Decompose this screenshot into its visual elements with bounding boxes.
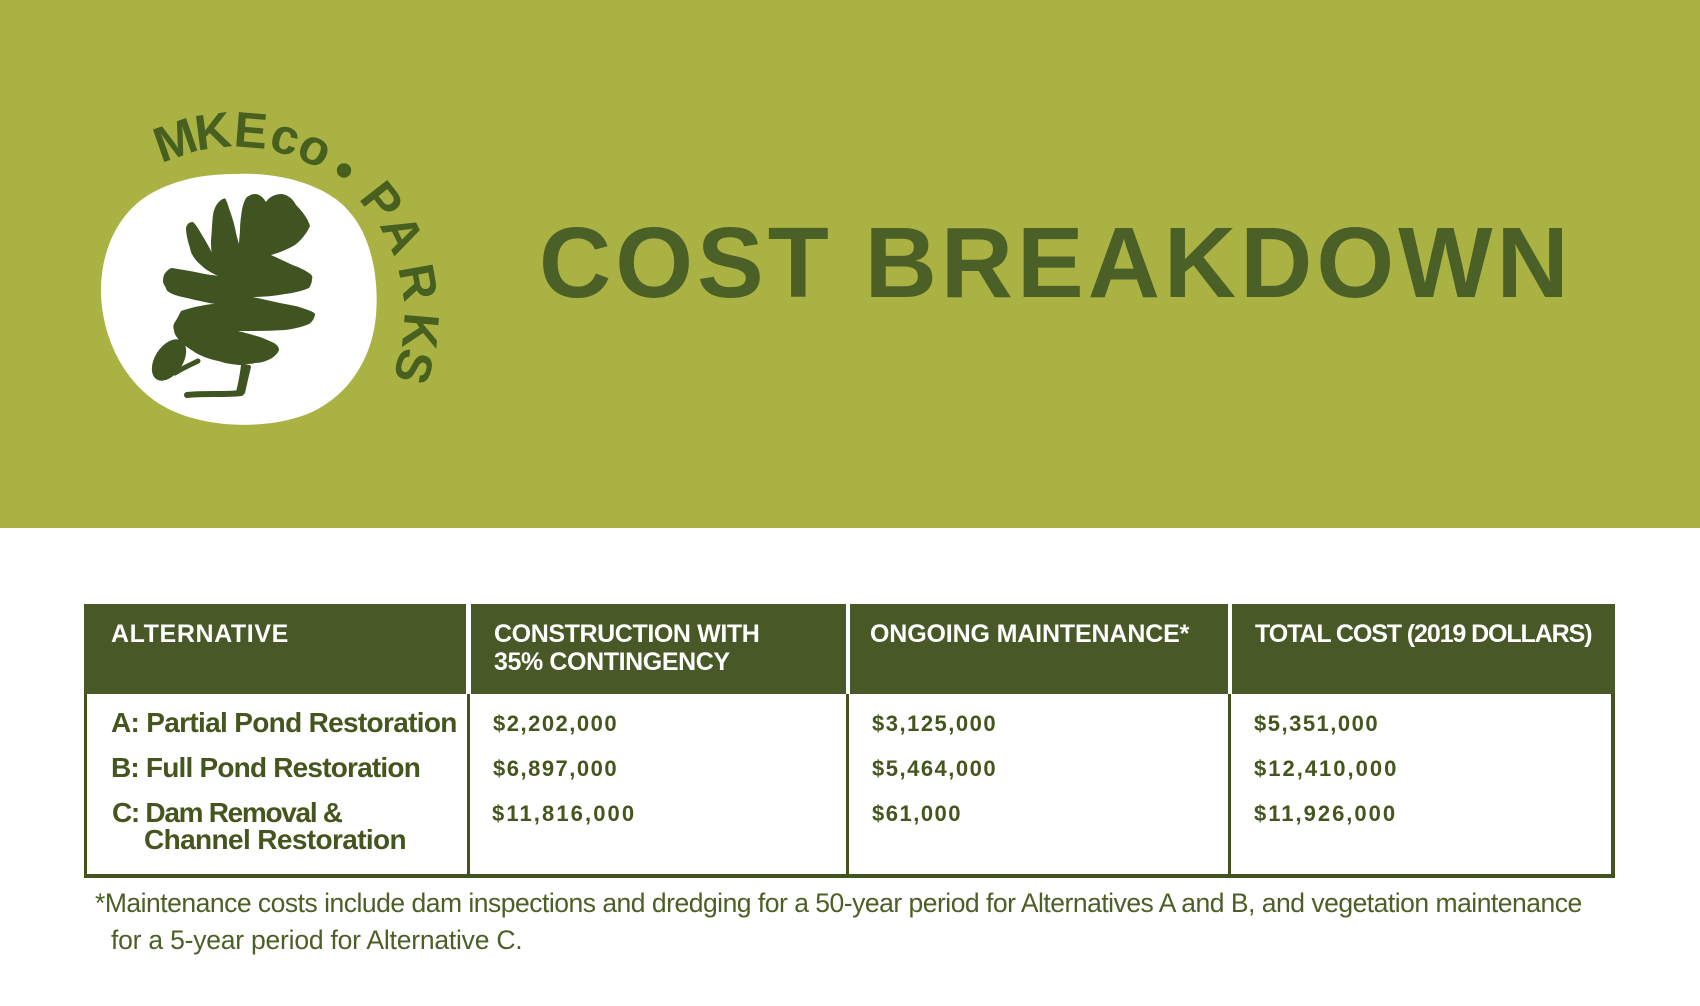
svg-text:R: R — [387, 259, 449, 304]
svg-text:K: K — [391, 311, 450, 352]
svg-text:K: K — [191, 101, 234, 161]
svg-text:E: E — [232, 101, 270, 159]
